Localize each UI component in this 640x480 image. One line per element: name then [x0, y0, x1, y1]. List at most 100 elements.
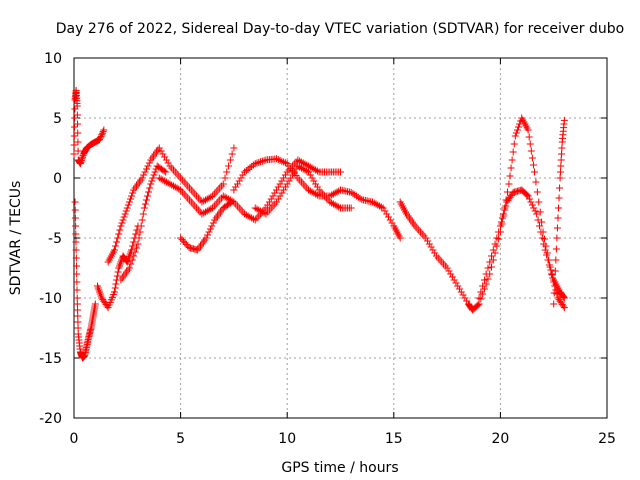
data-point	[285, 177, 293, 185]
data-point	[209, 219, 217, 227]
data-point	[299, 159, 307, 167]
data-point	[164, 179, 172, 187]
data-point	[77, 156, 85, 164]
data-point	[550, 289, 558, 297]
data-point	[168, 181, 176, 189]
data-point	[100, 126, 108, 134]
data-point	[326, 198, 334, 206]
series-track-a	[70, 86, 108, 168]
data-point	[290, 168, 298, 176]
data-point	[178, 236, 186, 244]
data-point	[443, 264, 451, 272]
series-track-l	[550, 116, 568, 308]
data-point	[379, 204, 387, 212]
data-point	[148, 177, 156, 185]
data-point	[253, 159, 261, 167]
data-point	[384, 213, 392, 221]
data-point	[429, 246, 437, 254]
data-point	[141, 168, 149, 176]
data-point	[537, 228, 545, 236]
data-point	[303, 167, 311, 175]
data-point	[297, 158, 305, 166]
data-point	[459, 291, 467, 299]
data-point	[246, 213, 254, 221]
data-point	[130, 252, 138, 260]
data-point	[475, 294, 483, 302]
data-point	[115, 230, 123, 238]
data-point	[127, 260, 135, 268]
data-point	[530, 204, 538, 212]
data-point	[306, 163, 314, 171]
y-axis-label: SDTVAR / TECUs	[8, 181, 24, 296]
x-tick-label: 5	[176, 431, 185, 447]
y-tick-label: 0	[53, 171, 62, 187]
data-point	[128, 246, 136, 254]
data-point	[548, 271, 556, 279]
x-tick-label: 25	[598, 431, 616, 447]
data-point	[489, 246, 497, 254]
data-point	[554, 204, 562, 212]
data-point	[534, 216, 542, 224]
data-point	[544, 256, 552, 264]
chart-title: Day 276 of 2022, Sidereal Day-to-day VTE…	[56, 21, 624, 37]
data-point	[221, 174, 229, 182]
data-point	[496, 222, 504, 230]
data-point	[169, 182, 177, 190]
data-point	[376, 202, 384, 210]
series-track-g	[155, 156, 344, 224]
data-point	[267, 195, 275, 203]
data-point	[251, 160, 259, 168]
data-point	[381, 207, 389, 215]
data-point	[71, 206, 79, 214]
data-point	[228, 197, 236, 205]
data-point	[482, 270, 490, 278]
data-point	[71, 198, 79, 206]
y-tick-label: -5	[48, 231, 62, 247]
data-point	[308, 164, 316, 172]
data-point	[114, 234, 122, 242]
data-point	[112, 242, 120, 250]
data-point	[260, 209, 268, 217]
data-point	[461, 294, 469, 302]
data-point	[312, 166, 320, 174]
data-point	[486, 258, 494, 266]
data-point	[276, 156, 284, 164]
data-point	[201, 196, 209, 204]
axis-ticks: -20 -15 -10 -5 0 5 10 0 5 10 15 20 25	[39, 51, 616, 447]
data-point	[207, 205, 215, 213]
data-point	[495, 235, 503, 243]
data-point	[142, 165, 150, 173]
data-point	[333, 188, 341, 196]
data-point	[505, 180, 513, 188]
data-point	[551, 267, 559, 275]
data-point	[74, 306, 82, 314]
data-point	[488, 263, 496, 271]
data-point	[310, 165, 318, 173]
data-point	[138, 216, 146, 224]
data-point	[125, 198, 133, 206]
data-point	[147, 180, 155, 188]
data-point	[289, 171, 297, 179]
data-point	[474, 301, 482, 309]
data-point	[141, 200, 149, 208]
data-point	[552, 245, 560, 253]
data-point	[98, 131, 106, 139]
data-point	[502, 202, 510, 210]
data-point	[72, 238, 80, 246]
data-point	[133, 244, 141, 252]
data-point	[274, 183, 282, 191]
data-point	[493, 234, 501, 242]
data-point	[276, 192, 284, 200]
data-point	[205, 228, 213, 236]
data-point	[559, 302, 567, 310]
data-point	[99, 128, 107, 136]
data-point	[524, 126, 532, 134]
data-point	[556, 174, 564, 182]
data-point	[482, 280, 490, 288]
data-point	[294, 162, 302, 170]
data-point	[274, 195, 282, 203]
data-point	[151, 168, 159, 176]
data-point	[533, 210, 541, 218]
data-point	[124, 201, 132, 209]
